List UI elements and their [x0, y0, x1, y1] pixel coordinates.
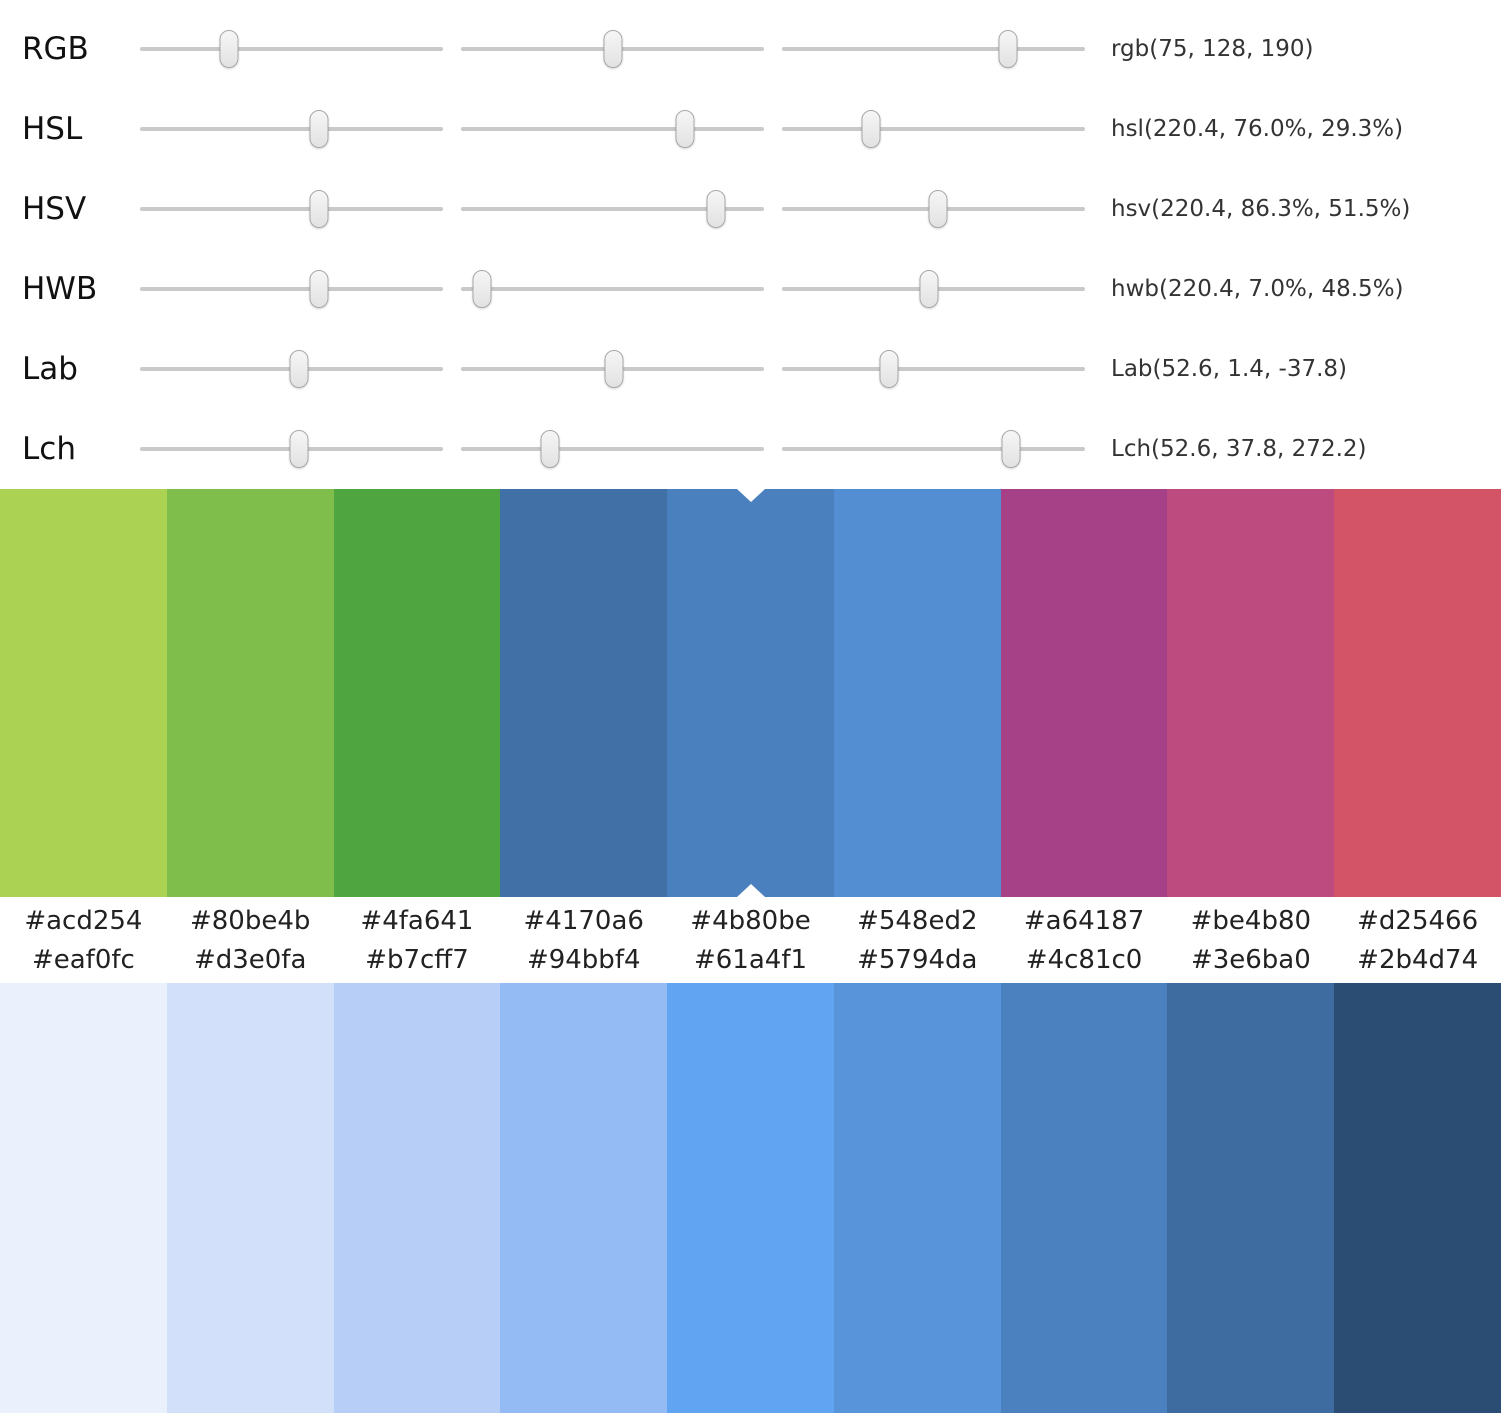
slider-row-value: hwb(220.4, 7.0%, 48.5%) [1111, 276, 1404, 302]
color-swatch[interactable] [1167, 983, 1335, 1413]
slider-thumb[interactable] [603, 30, 623, 68]
hex-label: #4fa641 [360, 906, 474, 936]
color-swatch[interactable] [1334, 489, 1501, 897]
hex-label: #4c81c0 [1025, 945, 1143, 975]
hex-label: #2b4d74 [1357, 945, 1479, 975]
slider-thumb[interactable] [604, 350, 624, 388]
slider-thumb[interactable] [1001, 430, 1021, 468]
slider-row-value: Lch(52.6, 37.8, 272.2) [1111, 436, 1367, 462]
slider-track[interactable] [782, 30, 1085, 68]
hex-label: #d25466 [1357, 906, 1479, 936]
hex-label: #80be4b [189, 906, 311, 936]
slider-thumb[interactable] [919, 270, 939, 308]
slider-track[interactable] [140, 190, 443, 228]
color-swatch[interactable] [166, 983, 334, 1413]
color-swatch[interactable] [500, 489, 668, 897]
slider-track[interactable] [461, 430, 764, 468]
hex-label: #d3e0fa [193, 945, 307, 975]
color-swatch[interactable] [667, 983, 834, 1413]
slider-row-rgb: RGB rgb(75, 128, 190) [0, 9, 1501, 89]
slider-row-hsv: HSV hsv(220.4, 86.3%, 51.5%) [0, 169, 1501, 249]
tint-scale-strip [0, 983, 1501, 1413]
color-swatch[interactable] [833, 489, 1001, 897]
slider-thumb[interactable] [861, 110, 881, 148]
selected-color-notch-top [736, 489, 765, 502]
slider-track[interactable] [140, 30, 443, 68]
hex-label: #5794da [857, 945, 978, 975]
slider-thumb[interactable] [879, 350, 899, 388]
color-swatch[interactable] [500, 983, 668, 1413]
color-swatch[interactable] [667, 489, 834, 897]
slider-thumb[interactable] [472, 270, 492, 308]
color-swatch[interactable] [333, 489, 501, 897]
slider-track[interactable] [140, 270, 443, 308]
color-swatch[interactable] [333, 983, 501, 1413]
hex-label: #eaf0fc [31, 945, 135, 975]
slider-row-label: Lab [22, 351, 78, 387]
slider-thumb[interactable] [706, 190, 726, 228]
hex-label: #a64187 [1023, 906, 1145, 936]
slider-track[interactable] [782, 430, 1085, 468]
slider-row-lab: Lab Lab(52.6, 1.4, -37.8) [0, 329, 1501, 409]
slider-row-label: Lch [22, 431, 76, 467]
color-swatch[interactable] [1000, 489, 1168, 897]
color-swatch[interactable] [1000, 983, 1168, 1413]
slider-track[interactable] [140, 430, 443, 468]
slider-track[interactable] [782, 270, 1085, 308]
hex-label: #3e6ba0 [1190, 945, 1311, 975]
slider-row-value: hsv(220.4, 86.3%, 51.5%) [1111, 196, 1411, 222]
hex-label: #b7cff7 [365, 945, 469, 975]
slider-row-value: hsl(220.4, 76.0%, 29.3%) [1111, 116, 1404, 142]
slider-track[interactable] [782, 110, 1085, 148]
hue-scale-labels: #acd254 #80be4b #4fa641 #4170a6 #4b80be #548e… [0, 897, 1501, 943]
tint-scale-labels: #eaf0fc #d3e0fa #b7cff7 #94bbf4 #61a4f1 #5794… [0, 943, 1501, 983]
color-swatch[interactable] [1167, 489, 1335, 897]
slider-row-label: HSV [22, 191, 87, 227]
slider-thumb[interactable] [289, 350, 309, 388]
slider-thumb[interactable] [289, 430, 309, 468]
slider-thumb[interactable] [540, 430, 560, 468]
slider-row-value: rgb(75, 128, 190) [1111, 36, 1314, 62]
slider-track[interactable] [782, 350, 1085, 388]
slider-row-label: HSL [22, 111, 83, 147]
slider-track[interactable] [782, 190, 1085, 228]
slider-row-hwb: HWB hwb(220.4, 7.0%, 48.5%) [0, 249, 1501, 329]
slider-track[interactable] [140, 350, 443, 388]
slider-thumb[interactable] [219, 30, 239, 68]
color-swatch[interactable] [0, 983, 167, 1413]
hex-label: #be4b80 [1190, 906, 1312, 936]
color-swatch[interactable] [833, 983, 1001, 1413]
selected-color-notch-bottom [736, 884, 765, 897]
slider-track[interactable] [461, 110, 764, 148]
color-swatch[interactable] [166, 489, 334, 897]
hex-label: #548ed2 [857, 906, 978, 936]
color-swatch[interactable] [1334, 983, 1501, 1413]
slider-thumb[interactable] [928, 190, 948, 228]
hex-label: #94bbf4 [526, 945, 641, 975]
hex-label: #acd254 [24, 906, 143, 936]
hex-label: #61a4f1 [693, 945, 808, 975]
hex-label: #4170a6 [523, 906, 644, 936]
slider-track[interactable] [461, 350, 764, 388]
slider-thumb[interactable] [309, 110, 329, 148]
slider-thumb[interactable] [309, 190, 329, 228]
slider-track[interactable] [461, 270, 764, 308]
slider-track[interactable] [461, 30, 764, 68]
hue-scale-strip [0, 489, 1501, 897]
slider-row-label: RGB [22, 31, 89, 67]
slider-track[interactable] [140, 110, 443, 148]
hex-label: #4b80be [690, 906, 811, 936]
slider-row-value: Lab(52.6, 1.4, -37.8) [1111, 356, 1347, 382]
slider-thumb[interactable] [998, 30, 1018, 68]
color-sliders-panel: RGB rgb(75, 128, 190) HSL hsl(220.4, 76.… [0, 0, 1501, 489]
color-swatch[interactable] [0, 489, 167, 897]
slider-row-lch: Lch Lch(52.6, 37.8, 272.2) [0, 409, 1501, 489]
slider-thumb[interactable] [309, 270, 329, 308]
slider-row-hsl: HSL hsl(220.4, 76.0%, 29.3%) [0, 89, 1501, 169]
slider-thumb[interactable] [675, 110, 695, 148]
slider-row-label: HWB [22, 271, 98, 307]
slider-track[interactable] [461, 190, 764, 228]
